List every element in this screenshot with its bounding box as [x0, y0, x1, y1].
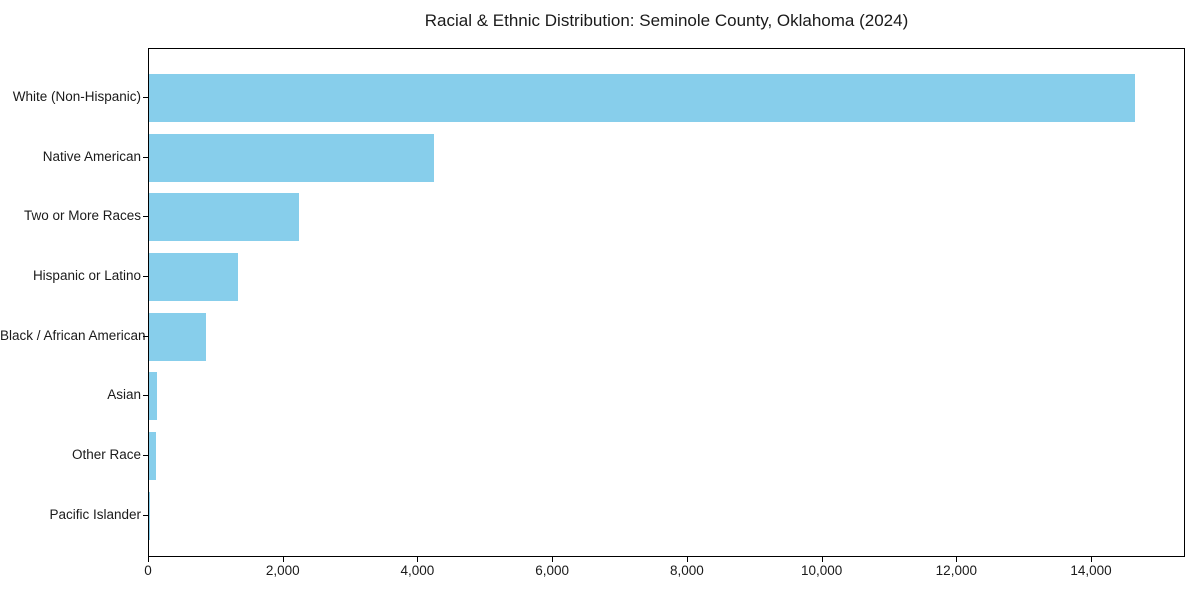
- x-tick-mark: [552, 557, 554, 562]
- x-tick-label-6000: 6,000: [535, 563, 570, 578]
- x-tick-label-14000: 14,000: [1070, 563, 1112, 578]
- y-axis-label-hispanic-or-latino: Hispanic or Latino: [32, 267, 141, 283]
- y-tick-mark: [143, 216, 148, 218]
- bar-white-non-hispanic: [149, 74, 1136, 122]
- y-axis-label-native-american: Native American: [42, 148, 141, 164]
- y-axis-label-white-non-hispanic: White (Non-Hispanic): [12, 89, 141, 104]
- x-tick-label-4000: 4,000: [400, 563, 435, 578]
- bar-black-african-american: [149, 312, 207, 361]
- y-tick-mark: [143, 454, 148, 456]
- y-tick-mark: [143, 514, 148, 516]
- x-tick-mark: [686, 557, 688, 562]
- plot-area: [148, 48, 1185, 557]
- x-tick-mark: [148, 557, 149, 562]
- x-tick-mark: [956, 557, 958, 562]
- y-axis-label-two-or-more-races: Two or More Races: [23, 208, 141, 224]
- y-axis-label-asian: Asian: [107, 387, 141, 403]
- y-tick-mark: [143, 335, 148, 337]
- bar-two-or-more-races: [149, 193, 299, 242]
- y-axis-label-black-african-american: Black / African American: [0, 327, 146, 343]
- x-tick-mark: [282, 557, 284, 562]
- bar-asian: [149, 372, 158, 421]
- x-tick-label-2000: 2,000: [265, 563, 300, 578]
- bar-native-american: [149, 133, 434, 182]
- x-tick-mark: [821, 557, 823, 562]
- x-tick-label-12000: 12,000: [935, 563, 977, 578]
- x-tick-mark: [417, 557, 419, 562]
- y-axis-label-pacific-islander: Pacific Islander: [49, 506, 141, 522]
- bar-hispanic-or-latino: [149, 252, 238, 301]
- bar-pacific-islander: [149, 491, 150, 540]
- x-tick-label-8000: 8,000: [669, 563, 704, 578]
- x-tick-label-0: 0: [144, 563, 152, 578]
- y-tick-mark: [143, 97, 148, 98]
- y-tick-mark: [143, 395, 148, 397]
- x-tick-label-10000: 10,000: [800, 563, 843, 578]
- chart-title: Racial & Ethnic Distribution: Seminole C…: [424, 11, 909, 30]
- y-tick-mark: [143, 156, 148, 158]
- bar-other-race: [149, 431, 157, 480]
- y-axis-label-other-race: Other Race: [71, 446, 141, 462]
- x-tick-mark: [1091, 557, 1093, 562]
- y-tick-mark: [143, 275, 148, 277]
